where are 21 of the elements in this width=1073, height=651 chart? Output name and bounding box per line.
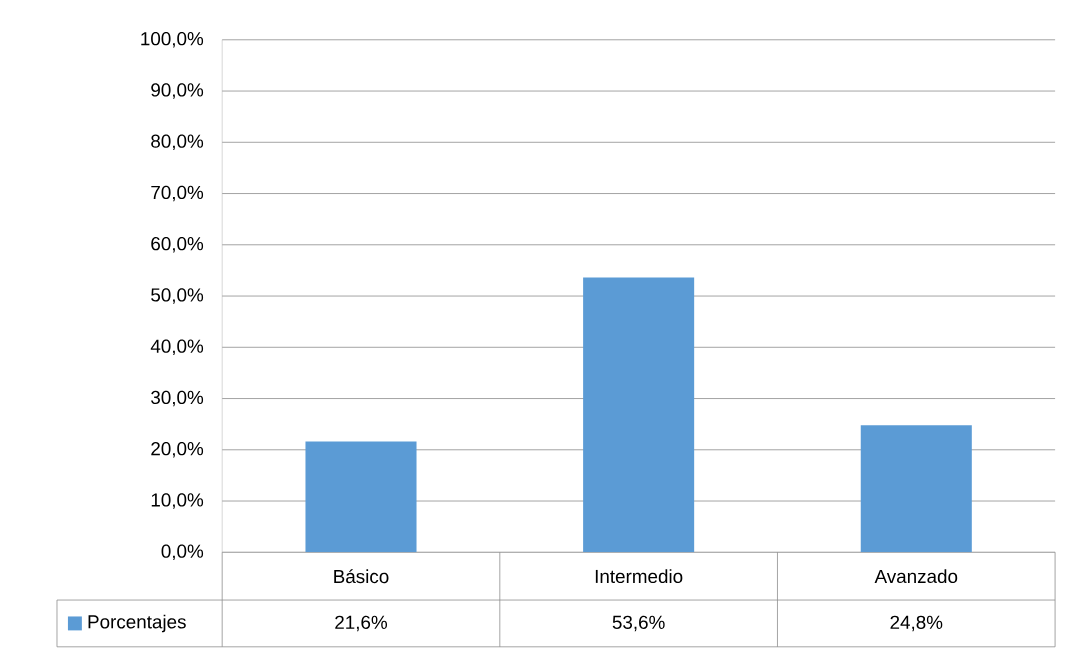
legend-label: Porcentajes	[88, 614, 186, 633]
data-label: 21,6%	[335, 615, 388, 632]
y-tick-label: 60,0%	[151, 237, 204, 253]
y-tick-label: 10,0%	[151, 493, 204, 509]
y-tick-label: 50,0%	[151, 288, 204, 304]
y-tick-label: 40,0%	[150, 339, 204, 356]
y-tick-label: 0,0%	[161, 544, 204, 561]
bar	[583, 277, 695, 553]
x-tick-label: Intermedio	[595, 569, 683, 584]
y-tick-label: 20,0%	[151, 442, 204, 458]
bar	[860, 425, 972, 553]
data-label: 53,6%	[612, 615, 665, 632]
y-tick-label: 70,0%	[151, 185, 204, 202]
x-tick-label: Avanzado	[874, 569, 958, 584]
x-tick-label: Básico	[334, 569, 389, 584]
y-tick-label: 30,0%	[151, 390, 204, 407]
y-tick-label: 100,0%	[141, 32, 204, 48]
y-tick-label: 90,0%	[151, 83, 204, 99]
bar	[305, 441, 417, 553]
y-tick-label: 80,0%	[151, 134, 204, 151]
data-label: 24,8%	[890, 615, 943, 632]
